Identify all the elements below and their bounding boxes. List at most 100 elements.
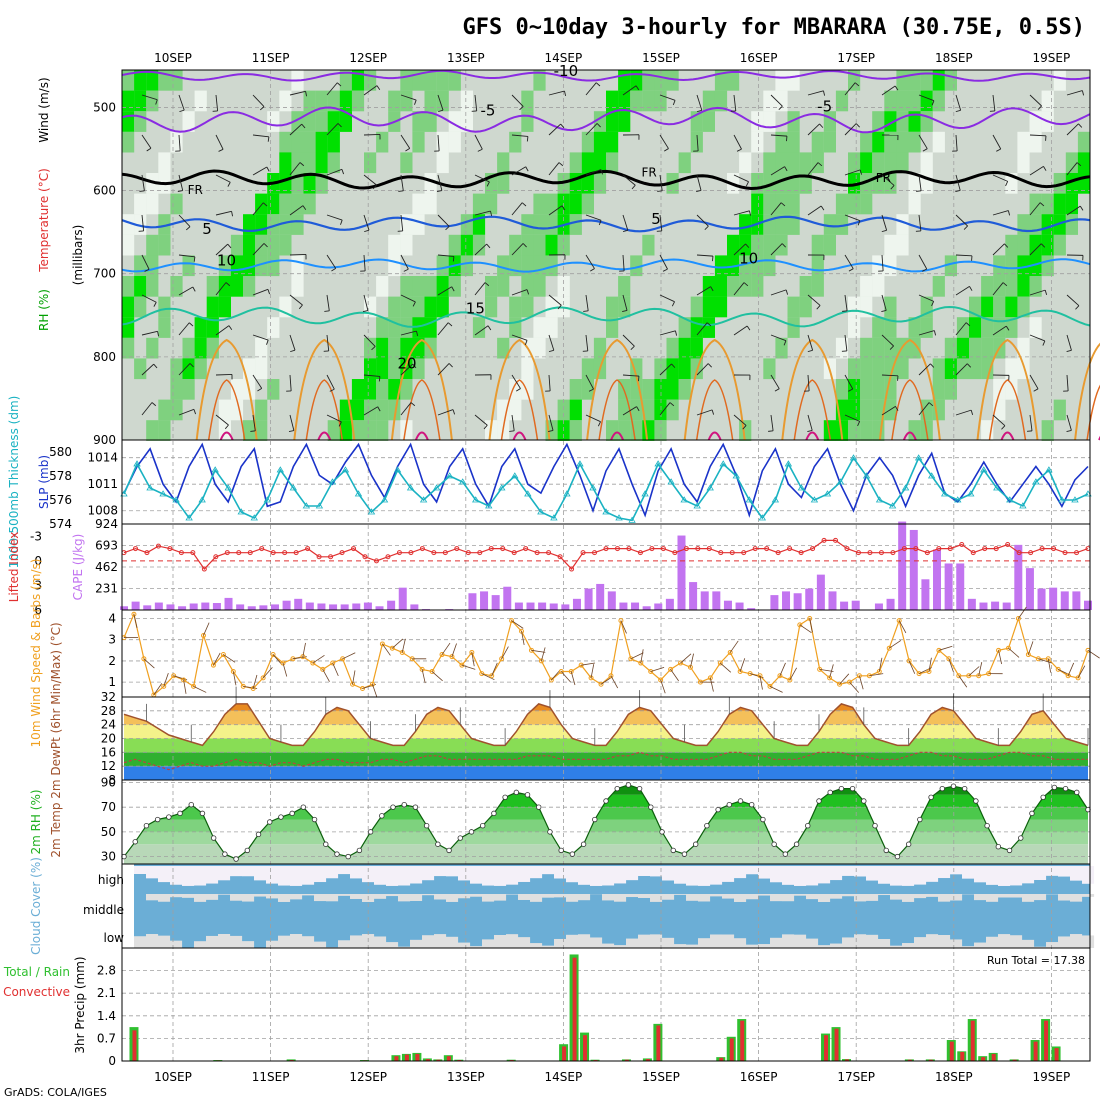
wind-barb-flag [525,166,529,172]
rh-cell [158,234,171,256]
rh-cell [1029,276,1042,297]
cloud-level-label: middle [83,903,124,917]
cloud-high-gap [350,866,363,879]
rh-point [973,798,979,804]
cloud-low-gap [458,942,471,948]
rh-cell [448,276,461,297]
rh-cell [170,193,183,215]
cloud-high-gap [134,866,147,874]
cloud-high-gap [482,866,495,886]
rh-point [749,802,755,808]
thickness-point [341,466,350,473]
rh-cell [848,379,861,400]
wind-barb-flag [781,243,786,248]
rh-cell [993,379,1006,400]
wind-barb [770,243,783,256]
rh-cell [775,193,788,215]
wind-barb [215,243,229,256]
rh-cell [1005,358,1018,380]
wind-barb [585,254,595,269]
rh-cell [291,152,304,174]
wind-barb [326,254,337,269]
cloud-middle-gap [254,894,267,897]
wind-barb-flag [786,136,788,142]
wind-barb [400,402,412,416]
wind-barb [326,414,342,423]
wind-barb [918,214,922,231]
wind-barb-flag [447,322,453,327]
cloud-high-gap [698,866,711,886]
cloud-middle-gap [578,894,591,901]
wind-barb [622,334,635,347]
wind-barb-flag [1004,243,1009,248]
rh-cell [569,399,582,421]
rh-cell [690,337,703,359]
rh-cell [400,276,413,297]
rh-cell [666,337,679,359]
wind-speed-point [379,641,385,647]
rh-point [569,851,576,857]
rh-cell [763,234,776,256]
wind-barb [955,174,961,191]
rh-cell [739,255,752,277]
wind-barb-10m [898,620,907,634]
rh-cell [678,337,691,359]
rh-cell [811,131,824,153]
thickness-point [980,466,988,473]
rh-cell [775,214,788,235]
cloud-high-gap [998,866,1011,886]
wind-barb [178,94,185,111]
rh-point [995,844,1002,850]
wind-barb-flag [290,349,296,353]
thickness-point [367,508,376,515]
wind-barb-flag [922,148,928,152]
rh-cell [448,70,461,91]
rh-point [704,823,710,829]
wind-barb-10m [809,618,813,633]
rh-cell [1077,152,1091,174]
rh-cell [920,152,933,174]
wind-barb-flag [672,100,676,106]
wind-barb-flag [745,181,749,187]
thickness-point [745,496,754,503]
wind-barb-flag [671,301,675,307]
cloud-low-gap [470,946,483,948]
wind-barb [474,210,491,216]
thickness-point [302,502,311,509]
rh-cell [835,214,849,235]
wind-barb-flag [436,190,442,193]
cloud-middle-gap [926,894,939,897]
wind-barb [1029,243,1042,256]
wind-barb [400,363,413,376]
rh-cell [327,420,340,441]
wind-tick: 4 [108,611,116,625]
panel-frames [121,69,1091,1062]
rh-point [1062,785,1069,792]
cape-bar [1014,544,1023,610]
wind-barb [252,202,264,216]
rh-cell [267,234,280,256]
rh-cell [351,70,365,91]
rh-cell [872,111,885,132]
lifted-index-point [901,546,907,552]
warm-contour [781,338,844,441]
rh-point [524,792,531,798]
wind-barb-flag [704,225,709,230]
thickness-point [1019,502,1027,509]
rh-band [124,807,1088,820]
rh-cell [1017,296,1030,318]
rh-cell [267,193,280,215]
cape-bar [236,604,245,610]
wind-barb-10m [183,679,187,694]
rh-cell [412,111,425,132]
wind-barb-flag [1007,210,1011,216]
wind-barb [622,406,637,416]
pressure-tick: 700 [93,267,116,281]
wind-barb [1029,202,1041,216]
cape-bar [224,597,233,610]
cape-bar [363,602,372,610]
rh-point [894,853,901,860]
rh-cell [146,420,159,441]
cloud-middle-gap [374,894,387,899]
lifted-index-axis-label: Lifted Index [7,532,21,603]
